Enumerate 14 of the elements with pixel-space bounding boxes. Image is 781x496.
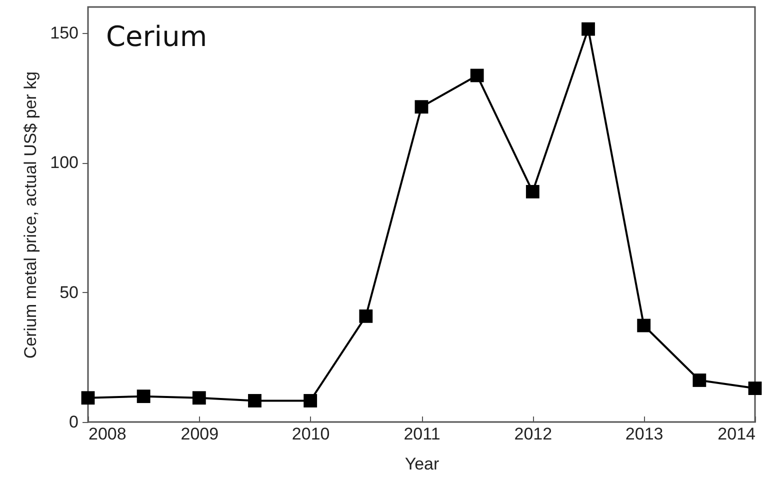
x-tick-label: 2011 xyxy=(404,424,440,444)
x-tick-label: 2009 xyxy=(180,424,219,444)
x-tick-label: 2013 xyxy=(625,424,664,444)
y-axis-title: Cerium metal price, actual US$ per kg xyxy=(21,71,40,359)
text: Cerium xyxy=(106,20,208,53)
x-tick-label: 2012 xyxy=(514,424,552,444)
x-tick-label: 2008 xyxy=(88,424,126,444)
y-tick-label: 100 xyxy=(50,153,78,172)
x-axis-title: Year xyxy=(404,454,440,474)
y-tick-label: 50 xyxy=(60,282,78,302)
y-tick-label: 0 xyxy=(69,412,78,432)
x-tick-label: 2010 xyxy=(292,424,330,444)
y-tick-label: 150 xyxy=(50,23,78,42)
x-tick-label: 2014 xyxy=(718,424,756,444)
